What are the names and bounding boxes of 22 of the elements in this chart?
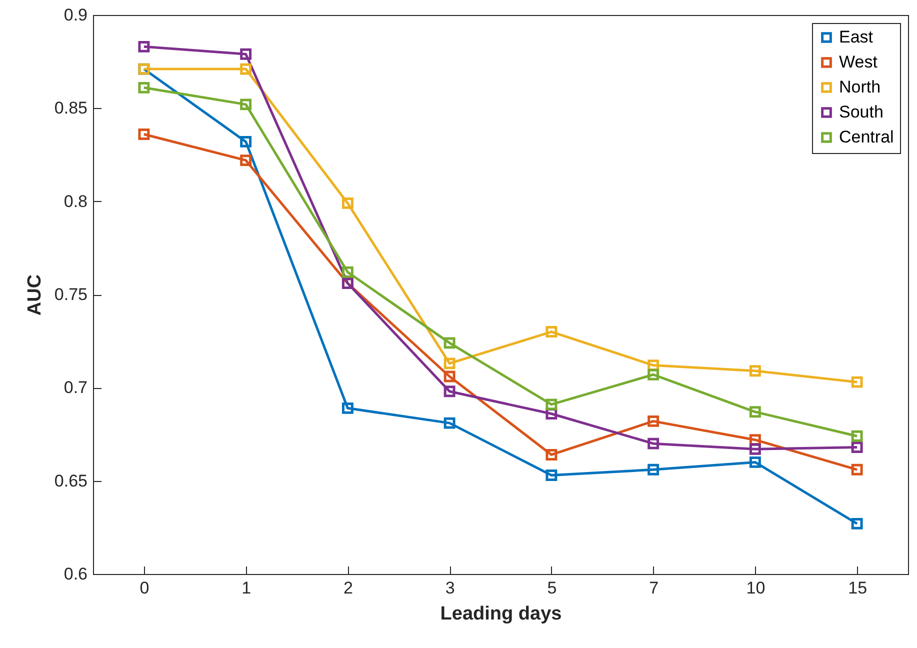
y-tick-label: 0.6 xyxy=(64,564,88,584)
x-tick-label: 5 xyxy=(547,578,557,598)
legend-label: East xyxy=(839,28,874,46)
x-tick-label: 10 xyxy=(746,578,766,598)
y-axis-title: AUC xyxy=(24,274,46,316)
legend-label: South xyxy=(839,102,884,122)
x-tick-label: 0 xyxy=(140,578,150,598)
y-tick-label: 0.85 xyxy=(54,98,88,118)
x-tick-label: 2 xyxy=(343,578,353,598)
y-tick-label: 0.75 xyxy=(54,285,88,304)
legend-label: West xyxy=(839,52,878,72)
x-tick-label: 7 xyxy=(649,578,659,598)
x-tick-label: 1 xyxy=(242,578,252,598)
y-tick-label: 0.65 xyxy=(54,471,88,490)
x-tick-label: 3 xyxy=(445,578,455,598)
x-axis-title: Leading days xyxy=(440,604,562,624)
y-tick-label: 0.8 xyxy=(64,192,88,211)
legend-label: Central xyxy=(839,128,894,146)
x-tick-label: 15 xyxy=(848,578,868,598)
y-tick-label: 0.9 xyxy=(64,6,88,24)
y-tick-label: 0.7 xyxy=(64,378,88,398)
legend-label: North xyxy=(839,78,881,96)
